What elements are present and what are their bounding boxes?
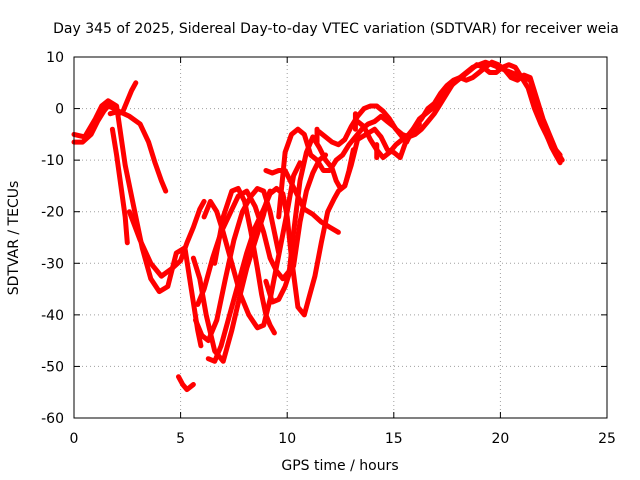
- data-series: [71, 98, 204, 349]
- x-axis: 0 5 10 15 20 25: [70, 57, 616, 447]
- data-series: [176, 374, 196, 393]
- data-series: [71, 80, 139, 145]
- x-tick-label: 25: [598, 431, 616, 447]
- y-axis-label: SDTVAR / TECUs: [6, 181, 22, 296]
- data-series: [355, 59, 565, 163]
- x-tick-label: 10: [278, 431, 296, 447]
- y-tick-label: 10: [46, 50, 64, 66]
- y-tick-label: -10: [41, 153, 64, 169]
- data-series: [193, 186, 282, 344]
- data-series: [201, 160, 303, 331]
- data-traces: [71, 59, 565, 393]
- data-series: [126, 198, 207, 279]
- y-tick-label: -50: [41, 359, 64, 375]
- x-tick-label: 5: [176, 431, 185, 447]
- data-series: [276, 62, 563, 220]
- data-series: [263, 168, 341, 235]
- y-tick-label: 0: [55, 102, 64, 118]
- x-axis-label: GPS time / hours: [281, 458, 398, 474]
- data-series: [205, 121, 422, 364]
- data-series: [107, 108, 169, 194]
- y-tick-label: -20: [41, 205, 64, 221]
- plot-frame: [73, 56, 608, 419]
- y-tick-label: -30: [41, 256, 64, 272]
- data-series: [263, 152, 329, 305]
- x-tick-label: 0: [70, 431, 79, 447]
- data-series: [109, 126, 130, 246]
- x-tick-label: 15: [385, 431, 403, 447]
- y-axis: -60 -50 -40 -30 -20 -10 0 10: [41, 50, 607, 427]
- y-tick-label: -60: [41, 411, 64, 427]
- x-tick-label: 20: [491, 431, 509, 447]
- grid: [74, 57, 607, 418]
- chart-title: Day 345 of 2025, Sidereal Day-to-day VTE…: [53, 21, 619, 37]
- y-tick-label: -40: [41, 308, 64, 324]
